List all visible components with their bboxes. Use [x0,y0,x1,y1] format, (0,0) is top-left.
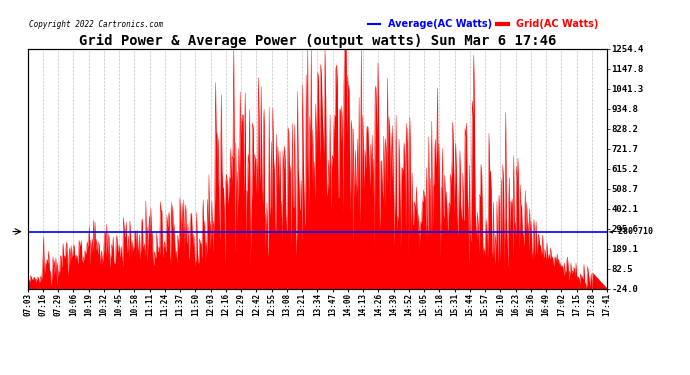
Legend: Average(AC Watts), Grid(AC Watts): Average(AC Watts), Grid(AC Watts) [364,15,602,33]
Text: ◄ 280.710: ◄ 280.710 [609,227,653,236]
Text: Copyright 2022 Cartronics.com: Copyright 2022 Cartronics.com [29,20,163,29]
Title: Grid Power & Average Power (output watts) Sun Mar 6 17:46: Grid Power & Average Power (output watts… [79,33,556,48]
